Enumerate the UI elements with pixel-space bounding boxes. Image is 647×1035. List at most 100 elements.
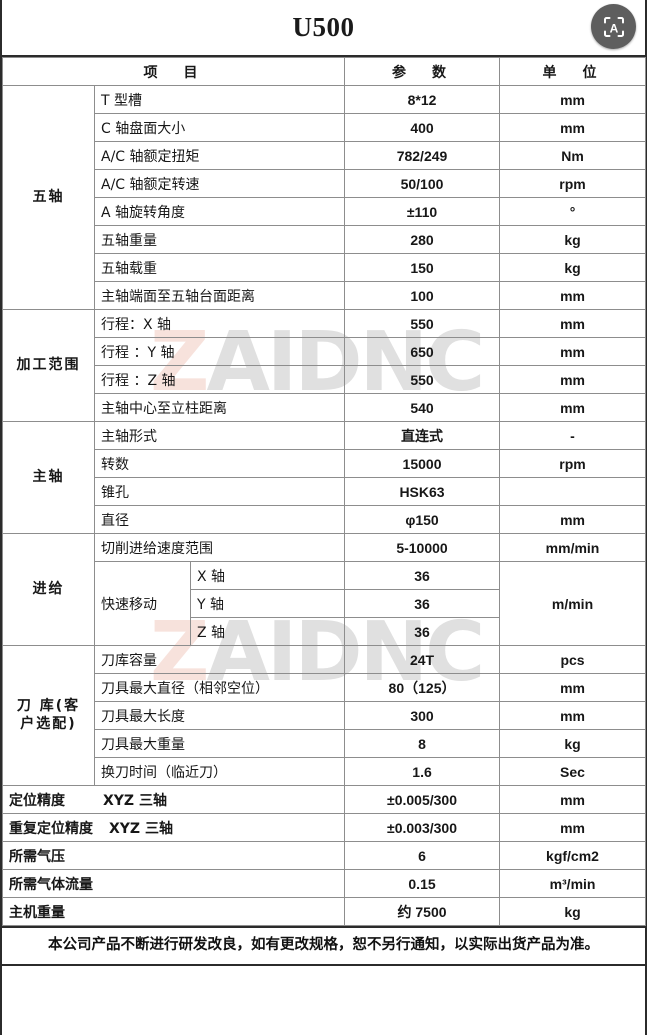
row-value: HSK63 bbox=[344, 477, 501, 506]
column-header-item: 项 目 bbox=[1, 57, 346, 86]
row-unit: mm bbox=[499, 813, 647, 842]
row-unit: mm bbox=[499, 309, 647, 338]
row-value: 15000 bbox=[344, 449, 501, 478]
row-label-suoxuqitiliuliang: 所需气体流量 bbox=[1, 869, 346, 898]
table-row: C 轴盘面大小 400 mm bbox=[3, 113, 647, 142]
row-unit: mm bbox=[499, 673, 647, 702]
row-item: 换刀时间（临近刀） bbox=[93, 757, 346, 786]
table-row: 刀具最大重量 8 kg bbox=[3, 729, 647, 758]
row-unit: mm bbox=[499, 785, 647, 814]
row-unit: kg bbox=[499, 253, 647, 282]
row-value: φ150 bbox=[344, 505, 501, 534]
row-unit bbox=[499, 477, 647, 506]
row-value: 400 bbox=[344, 113, 501, 142]
row-value: 100 bbox=[344, 281, 501, 310]
table-row: 刀 库(客户选配) 刀库容量 24T pcs bbox=[2, 645, 647, 786]
row-unit: ° bbox=[499, 197, 647, 226]
row-item: 刀具最大长度 bbox=[93, 701, 346, 730]
row-unit: Sec bbox=[499, 757, 647, 786]
row-unit: Nm bbox=[499, 141, 647, 170]
row-item: A/C 轴额定扭矩 bbox=[93, 141, 346, 170]
row-value: 550 bbox=[344, 309, 501, 338]
table-row: 锥孔 HSK63 bbox=[3, 477, 647, 506]
row-value: 280 bbox=[344, 225, 501, 254]
row-unit: kgf/cm2 bbox=[499, 841, 647, 870]
table-row: 快速移动 X 轴 36 m/min bbox=[3, 561, 647, 646]
table-row: 五轴重量 280 kg bbox=[3, 225, 647, 254]
row-unit: mm bbox=[499, 281, 647, 310]
row-value: 24T bbox=[344, 645, 501, 674]
table-row: A/C 轴额定转速 50/100 rpm bbox=[3, 169, 647, 198]
row-value: 540 bbox=[344, 393, 501, 422]
row-value: 1.6 bbox=[344, 757, 501, 786]
sub-row-axis: X 轴 bbox=[189, 561, 346, 590]
table-row: 所需气压 6 kgf/cm2 bbox=[1, 841, 647, 870]
table-row: 直径 φ150 mm bbox=[3, 505, 647, 534]
row-item: 五轴载重 bbox=[93, 253, 346, 282]
group-label-wuzhou: 五轴 bbox=[2, 85, 95, 310]
table-row: 行程 ：Z 轴 550 mm bbox=[3, 365, 647, 394]
sub-row-value: 36 bbox=[344, 589, 501, 618]
table-row: Y 轴 36 bbox=[3, 589, 646, 618]
row-unit: mm bbox=[499, 113, 647, 142]
row-label-chongfuweizhijingdu: 重复定位精度 XYZ 三轴 bbox=[1, 813, 346, 842]
table-row: 刀具最大长度 300 mm bbox=[3, 701, 647, 730]
footer-note: 本公司产品不断进行研发改良，如有更改规格，恕不另行通知，以实际出货产品为准。 bbox=[2, 926, 645, 967]
row-value: 550 bbox=[344, 365, 501, 394]
scan-text-icon[interactable]: A bbox=[591, 4, 636, 49]
table-row: 转数 15000 rpm bbox=[3, 449, 647, 478]
row-label-suoxuqiya: 所需气压 bbox=[1, 841, 346, 870]
row-unit: pcs bbox=[499, 645, 647, 674]
table-row: 定位精度 XYZ 三轴 ±0.005/300 mm bbox=[1, 785, 647, 814]
table-row: 刀具最大直径（相邻空位） 80（125） mm bbox=[3, 673, 647, 702]
row-value: 300 bbox=[344, 701, 501, 730]
row-value: 直连式 bbox=[344, 421, 501, 450]
row-item: 行程：X 轴 bbox=[93, 309, 346, 338]
row-item: 切削进给速度范围 bbox=[93, 533, 346, 562]
row-label-weizhijingdu: 定位精度 XYZ 三轴 bbox=[1, 785, 346, 814]
column-header-parameter: 参 数 bbox=[344, 57, 501, 86]
row-item: A/C 轴额定转速 bbox=[93, 169, 346, 198]
table-row: A 轴旋转角度 ±110 ° bbox=[3, 197, 647, 226]
row-item: 主轴形式 bbox=[93, 421, 346, 450]
row-unit: mm bbox=[499, 393, 647, 422]
row-label-text: 定位精度 bbox=[9, 792, 65, 809]
group-label-zhuzhou: 主轴 bbox=[2, 421, 95, 534]
row-value: 约 7500 bbox=[344, 897, 501, 926]
table-row: A/C 轴额定扭矩 782/249 Nm bbox=[3, 141, 647, 170]
row-value: 650 bbox=[344, 337, 501, 366]
row-item: 刀库容量 bbox=[93, 645, 346, 674]
row-unit: rpm bbox=[499, 449, 647, 478]
table-row: 行程 ：Y 轴 650 mm bbox=[3, 337, 647, 366]
table-row: 主轴端面至五轴台面距离 100 mm bbox=[3, 281, 647, 310]
row-value: 6 bbox=[344, 841, 501, 870]
table-row: 重复定位精度 XYZ 三轴 ±0.003/300 mm bbox=[1, 813, 647, 842]
row-value: 50/100 bbox=[344, 169, 501, 198]
row-unit: mm bbox=[499, 337, 647, 366]
row-item: 主轴中心至立柱距离 bbox=[93, 393, 346, 422]
row-unit: kg bbox=[499, 897, 647, 926]
row-item: 主轴端面至五轴台面距离 bbox=[93, 281, 346, 310]
row-value: 8*12 bbox=[344, 85, 501, 114]
table-row: 所需气体流量 0.15 m³/min bbox=[1, 869, 647, 898]
row-item: 五轴重量 bbox=[93, 225, 346, 254]
row-label-qualifier: XYZ 三轴 bbox=[109, 820, 173, 837]
table-row: Z 轴 36 bbox=[3, 617, 646, 646]
table-row: 五轴 T 型槽 8*12 mm bbox=[2, 85, 647, 310]
row-item: 行程 ：Y 轴 bbox=[93, 337, 346, 366]
row-value: 5-10000 bbox=[344, 533, 501, 562]
row-value: ±0.003/300 bbox=[344, 813, 501, 842]
row-unit: mm bbox=[499, 365, 647, 394]
group-label-jingei: 进给 bbox=[2, 533, 95, 646]
table-row: 加工范围 行程：X 轴 550 mm bbox=[2, 309, 647, 422]
specification-table: 项 目 参 数 单 位 五轴 T 型槽 8*12 mm C 轴盘面大小 400 … bbox=[1, 57, 647, 926]
sub-row-unit: m/min bbox=[499, 561, 647, 646]
group-label-daoku: 刀 库(客户选配) bbox=[2, 645, 95, 786]
sub-row-axis: Y 轴 bbox=[189, 589, 346, 618]
table-row: 进给 切削进给速度范围 5-10000 mm/min bbox=[2, 533, 647, 646]
sub-row-value: 36 bbox=[344, 617, 501, 646]
row-value: 8 bbox=[344, 729, 501, 758]
table-row: 主轴中心至立柱距离 540 mm bbox=[3, 393, 647, 422]
row-unit: m³/min bbox=[499, 869, 647, 898]
